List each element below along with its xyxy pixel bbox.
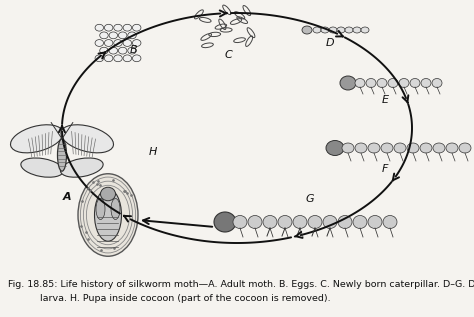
Text: F: F (382, 164, 388, 174)
Ellipse shape (114, 24, 122, 31)
Ellipse shape (329, 27, 337, 33)
Ellipse shape (407, 143, 419, 153)
Ellipse shape (94, 189, 121, 241)
Ellipse shape (394, 143, 406, 153)
Ellipse shape (114, 40, 122, 46)
Ellipse shape (410, 79, 420, 87)
Ellipse shape (353, 216, 367, 229)
Text: Fig. 18.85: Life history of silkworm moth—A. Adult moth. B. Eggs. C. Newly born : Fig. 18.85: Life history of silkworm mot… (8, 280, 474, 289)
Ellipse shape (446, 143, 458, 153)
Ellipse shape (104, 55, 113, 62)
Ellipse shape (123, 40, 132, 46)
Ellipse shape (278, 216, 292, 229)
Ellipse shape (128, 47, 136, 54)
Ellipse shape (109, 47, 118, 54)
Ellipse shape (100, 187, 116, 201)
Text: E: E (382, 95, 389, 105)
Ellipse shape (95, 55, 103, 62)
Ellipse shape (123, 55, 132, 62)
Ellipse shape (302, 26, 312, 34)
Ellipse shape (368, 143, 380, 153)
Ellipse shape (361, 27, 369, 33)
Ellipse shape (308, 216, 322, 229)
Ellipse shape (340, 76, 356, 90)
Ellipse shape (10, 125, 63, 153)
Ellipse shape (432, 79, 442, 87)
Ellipse shape (96, 198, 105, 219)
Ellipse shape (338, 216, 352, 229)
Ellipse shape (388, 79, 398, 87)
Ellipse shape (345, 27, 353, 33)
Ellipse shape (132, 40, 141, 46)
Ellipse shape (368, 216, 382, 229)
Ellipse shape (323, 216, 337, 229)
Text: H: H (149, 147, 157, 157)
Ellipse shape (326, 140, 344, 156)
Ellipse shape (366, 79, 376, 87)
Ellipse shape (118, 32, 127, 39)
Ellipse shape (342, 143, 354, 153)
Ellipse shape (377, 79, 387, 87)
Ellipse shape (214, 212, 236, 232)
Ellipse shape (61, 125, 113, 153)
Ellipse shape (263, 216, 277, 229)
Ellipse shape (114, 55, 122, 62)
Ellipse shape (420, 143, 432, 153)
Ellipse shape (355, 79, 365, 87)
Ellipse shape (459, 143, 471, 153)
Ellipse shape (381, 143, 393, 153)
Ellipse shape (128, 32, 136, 39)
Ellipse shape (399, 79, 409, 87)
Text: C: C (224, 50, 232, 60)
Ellipse shape (123, 24, 132, 31)
Text: D: D (326, 38, 334, 48)
Ellipse shape (95, 40, 103, 46)
Ellipse shape (118, 47, 127, 54)
Ellipse shape (21, 158, 64, 177)
Ellipse shape (313, 27, 321, 33)
Text: A: A (63, 192, 71, 202)
Ellipse shape (109, 32, 118, 39)
Ellipse shape (421, 79, 431, 87)
Ellipse shape (337, 27, 345, 33)
Text: B: B (130, 45, 138, 55)
Ellipse shape (321, 27, 329, 33)
Ellipse shape (100, 32, 108, 39)
Ellipse shape (78, 174, 138, 256)
Ellipse shape (100, 47, 108, 54)
Ellipse shape (57, 139, 66, 171)
Ellipse shape (111, 198, 120, 219)
Ellipse shape (132, 55, 141, 62)
Ellipse shape (383, 216, 397, 229)
Ellipse shape (355, 143, 367, 153)
Ellipse shape (233, 216, 247, 229)
Ellipse shape (95, 24, 103, 31)
Ellipse shape (433, 143, 445, 153)
Ellipse shape (353, 27, 361, 33)
Ellipse shape (248, 216, 262, 229)
Ellipse shape (132, 24, 141, 31)
Ellipse shape (293, 216, 307, 229)
Ellipse shape (104, 24, 113, 31)
Text: G: G (306, 194, 314, 204)
Ellipse shape (104, 40, 113, 46)
Ellipse shape (61, 158, 103, 177)
Text: larva. H. Pupa inside cocoon (part of the cocoon is removed).: larva. H. Pupa inside cocoon (part of th… (40, 294, 331, 303)
